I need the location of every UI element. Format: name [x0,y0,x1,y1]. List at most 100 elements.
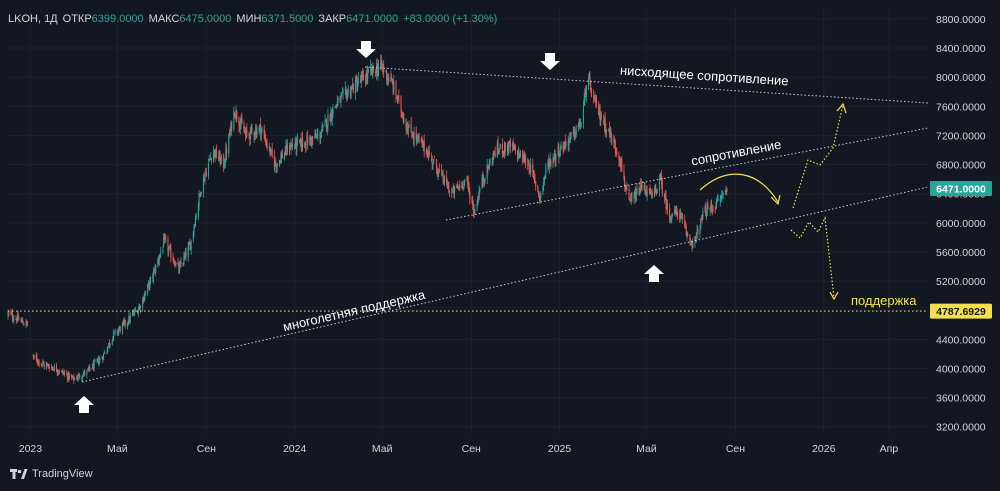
tradingview-brand[interactable]: TradingView [10,468,93,480]
candle-body [67,372,69,380]
candle-body [194,217,197,226]
time-tick-label: Май [372,443,393,455]
candle-body [265,138,267,145]
candle-body [253,132,255,137]
candle-body [184,251,186,257]
candle-body [214,150,216,157]
candle-body [296,139,299,141]
candle-body [625,188,627,190]
candle-body [522,150,524,162]
time-axis[interactable]: 2023 Май Сен 2024 Май Сен 2025 Май Сен 2026 Апр [19,443,899,455]
candle-body [367,69,370,72]
candle-body [269,147,271,155]
candle-body [175,262,177,265]
candle-body [431,157,433,164]
candle-body [466,177,468,180]
candle-body [446,181,448,189]
candle-body [15,318,17,320]
candle-body [674,209,676,214]
candle-body [634,192,636,195]
candle-body [726,188,728,192]
candle-body [68,375,71,378]
candle-body [137,311,139,314]
candle-body [679,214,681,220]
candle-body [407,127,409,135]
candle-body [568,139,570,146]
candle-body [246,129,248,134]
candle-body [421,140,423,142]
candle-body [471,199,473,203]
candle-body [606,130,608,132]
candle-body [547,161,549,168]
candle-body [433,159,435,164]
candle-body [714,209,716,211]
candle-body [268,146,270,148]
candle-body [53,366,55,371]
candle-body [438,169,440,171]
candle-body [611,136,613,144]
candle-body [716,198,718,200]
candle-body [147,283,149,284]
candle-body [229,130,231,136]
price-axis[interactable]: 8800.0000 8400.0000 8000.0000 7600.0000 7200… [930,14,992,434]
candle-body [615,149,617,153]
candle-body [108,343,110,347]
candle-body [451,191,453,193]
candle-body [342,90,344,93]
candle-body [620,160,622,167]
candle-body [451,192,453,193]
candle-body [488,167,490,169]
projection-curve [699,173,779,203]
candle-body [265,143,267,145]
candle-body [143,297,145,301]
candle-body [239,127,241,129]
symbol-legend[interactable]: LKOH, 1Д ОТКР6399.0000 МАКС6475.0000 МИН637… [8,13,497,25]
price-tick-label: 8000.0000 [936,72,986,84]
candle-body [721,193,723,195]
candle-body [390,77,392,83]
candle-body [656,190,658,193]
candle-body [218,156,220,159]
candle-body [539,196,541,200]
candle-body [270,149,273,151]
candle-body [82,374,84,377]
candle-body [402,117,404,121]
candle-body [320,136,322,139]
candle-body [599,106,601,121]
candle-body [387,77,389,80]
low-label: МИН [236,13,262,25]
candle-body [443,181,445,183]
candle-body [319,133,321,140]
bullish-scenario-path [792,104,844,209]
candle-body [43,363,45,367]
candle-body [337,97,339,100]
candle-body [103,352,105,354]
candle-body [150,277,152,280]
candle-body [588,77,590,79]
candle-body [359,80,362,82]
candle-body [391,80,393,83]
candle-body [316,135,318,138]
candle-body [238,117,240,126]
chart-grid [8,8,928,434]
candle-body [87,368,89,370]
candle-body [609,132,611,136]
candle-body [258,126,260,133]
candle-body [669,217,671,220]
candle-body [245,130,247,136]
symbol-timeframe[interactable]: LKOH, 1Д [8,13,58,25]
candle-body [426,149,428,157]
candle-body [694,236,696,244]
candle-body [111,340,113,345]
candle-body [621,159,623,172]
candle-body [304,143,307,148]
candle-body [499,143,501,148]
candle-body [279,160,281,164]
candle-body [56,370,58,373]
candle-body [58,371,60,373]
candle-body [492,156,494,164]
candle-body [361,74,363,77]
candle-body [519,151,522,157]
candle-body [700,218,702,229]
